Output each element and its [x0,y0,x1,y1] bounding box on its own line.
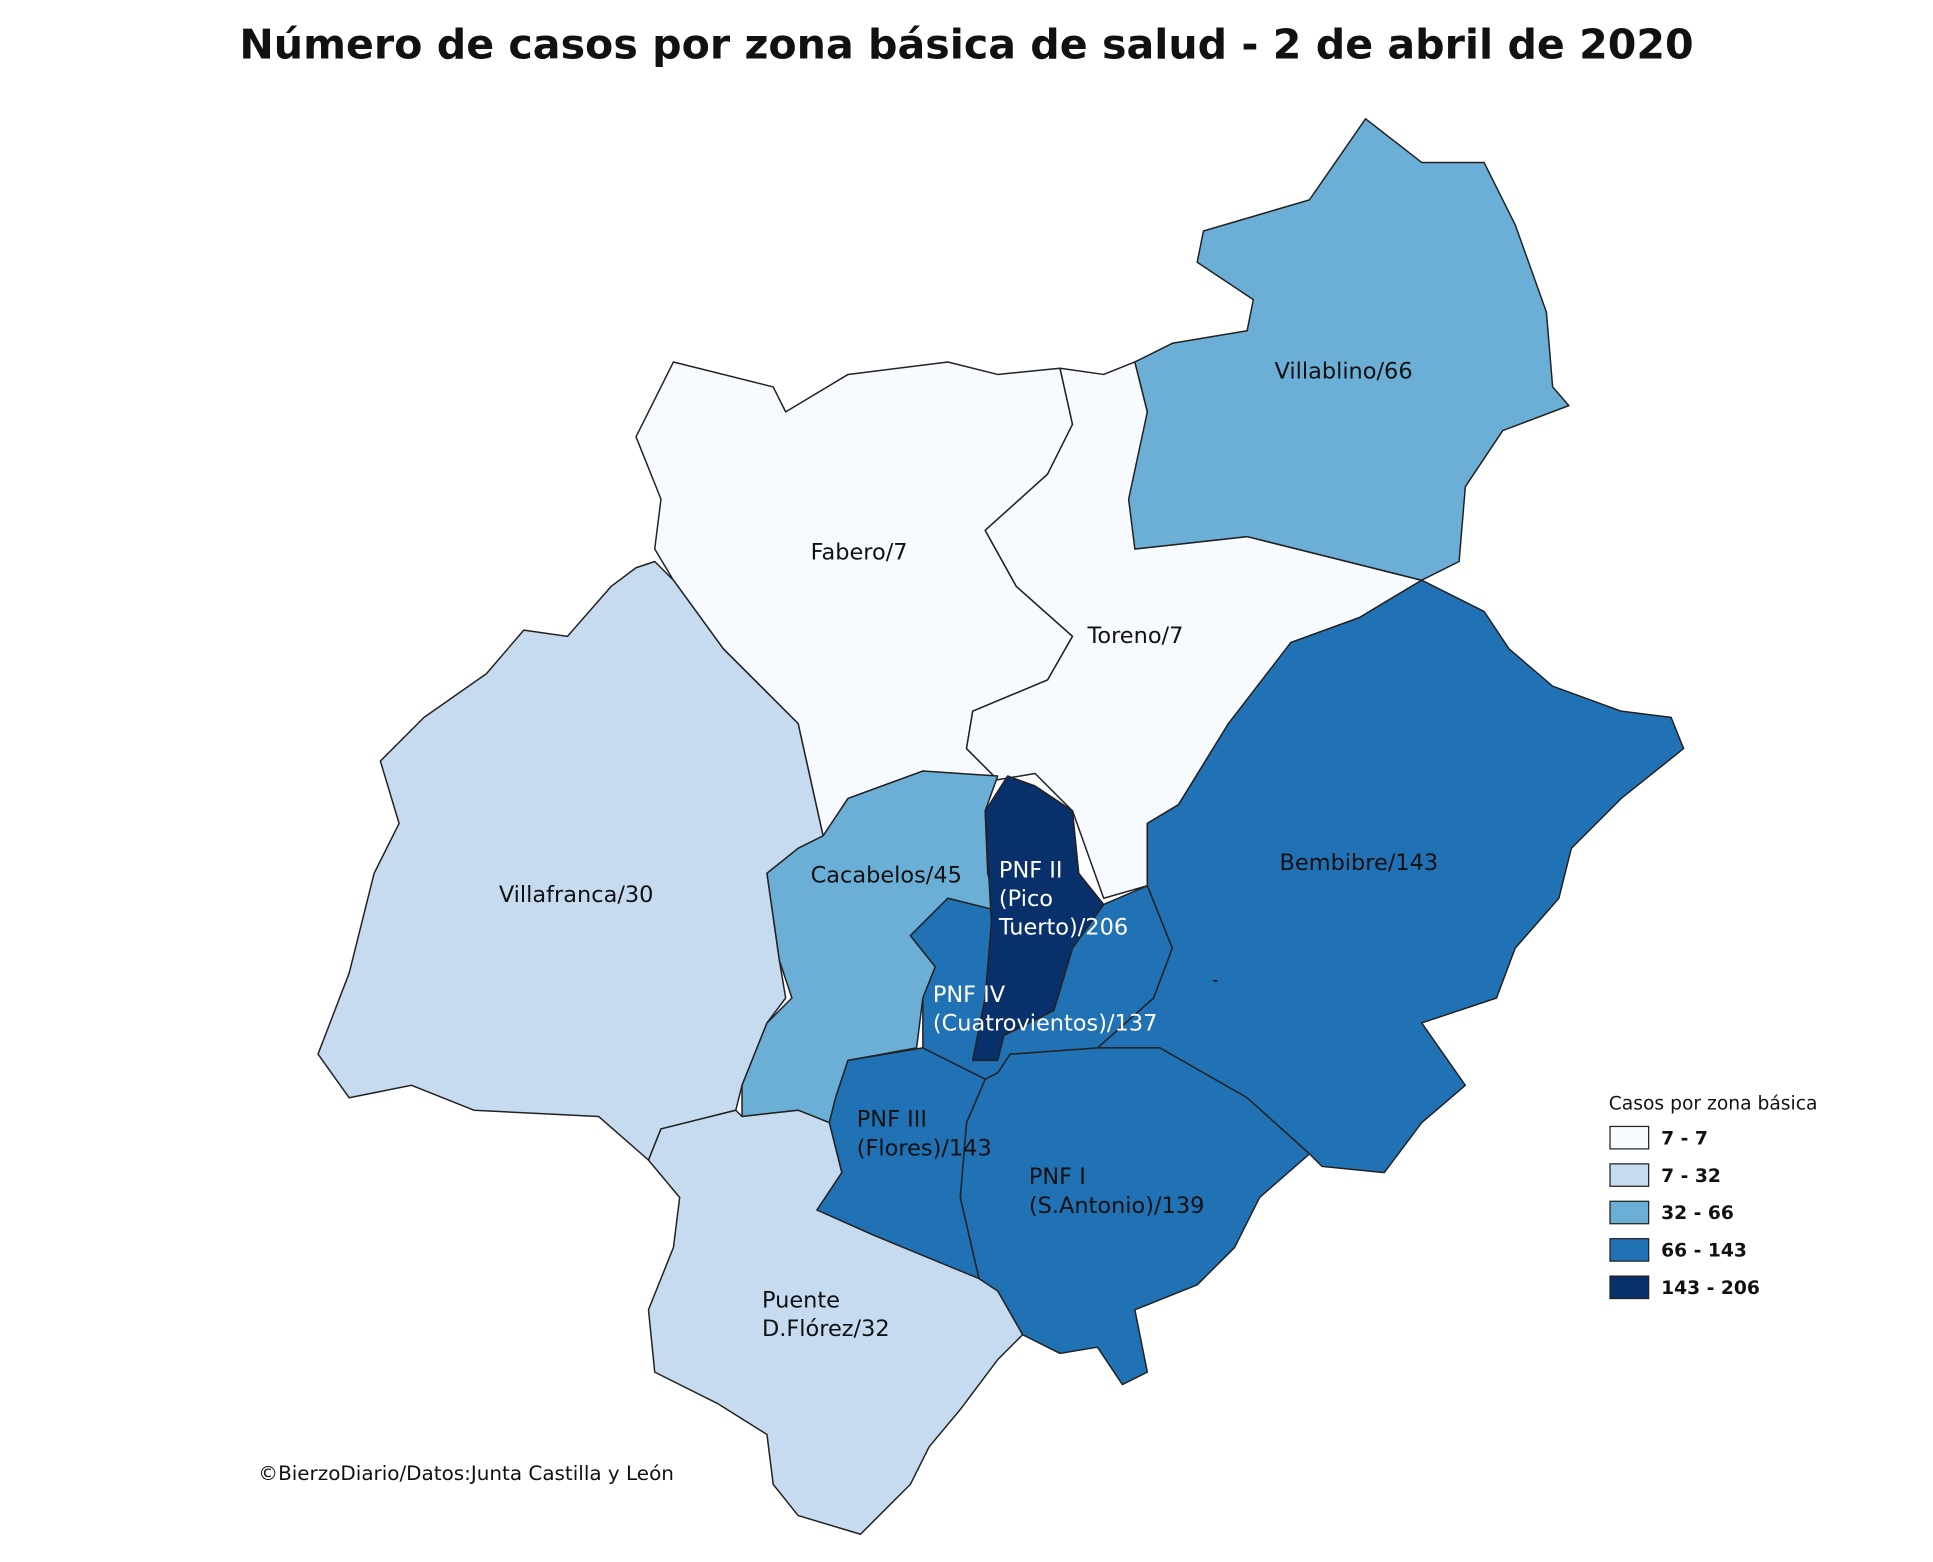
region [647,1109,1024,1535]
legend-swatch [1609,1200,1650,1225]
region-label: (Cuatrovientos)/137 [933,1011,1158,1037]
annotation: - [1212,971,1218,991]
legend-title: Casos por zona básica [1609,1093,1818,1114]
map-title: Número de casos por zona básica de salud… [239,21,1693,69]
labels: Fabero/7 Toreno/7 Villablino/66 Villafranca… [499,358,1438,1342]
region-label: (Pico [999,886,1053,912]
legend-swatch [1609,1163,1650,1187]
region-label: Puente [762,1288,840,1314]
legend-label: 66 - 143 [1661,1241,1747,1262]
regions [317,118,1685,1535]
region-label: D.Flórez/32 [762,1316,890,1342]
legend-label: 32 - 66 [1661,1203,1734,1224]
legend-label: 143 - 206 [1661,1278,1760,1299]
legend-swatch [1609,1238,1650,1262]
credit: ©BierzoDiario/Datos:Junta Castilla y Leó… [258,1461,674,1485]
legend-label: 7 - 7 [1661,1128,1708,1149]
region-label: PNF I [1029,1164,1086,1190]
region-label: Fabero/7 [811,539,908,565]
region-label: PNF II [999,857,1063,883]
legend-label: 7 - 32 [1661,1166,1721,1187]
region-label: Cacabelos/45 [811,862,962,888]
region [1127,118,1570,581]
region-label: PNF IV [933,982,1006,1008]
region-label: Tuerto)/206 [998,915,1128,941]
region-label: PNF III [857,1107,927,1133]
region-label: Bembibre/143 [1280,850,1439,876]
legend-swatch [1609,1275,1650,1300]
region-label: (Flores)/143 [857,1135,992,1161]
region-label: (S.Antonio)/139 [1029,1193,1205,1219]
legend-swatch [1609,1125,1650,1150]
legend: Casos por zona básica 7 - 7 7 - 32 32 - 66 6… [1609,1093,1818,1300]
region-label: Villablino/66 [1275,358,1413,384]
region-label: Villafranca/30 [499,882,654,908]
region [971,775,1105,1062]
region-label: Toreno/7 [1086,623,1183,649]
